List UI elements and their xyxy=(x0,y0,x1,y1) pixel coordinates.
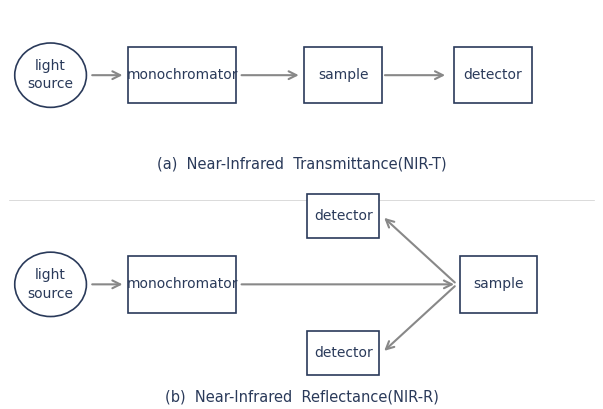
FancyBboxPatch shape xyxy=(308,330,379,375)
FancyBboxPatch shape xyxy=(128,256,236,312)
Text: sample: sample xyxy=(318,68,368,82)
Text: light
source: light source xyxy=(28,59,74,91)
FancyBboxPatch shape xyxy=(454,47,531,103)
Text: detector: detector xyxy=(463,68,522,82)
Text: (b)  Near-Infrared  Reflectance(NIR-R): (b) Near-Infrared Reflectance(NIR-R) xyxy=(165,389,438,405)
Text: detector: detector xyxy=(314,209,373,223)
Text: monochromator: monochromator xyxy=(126,68,238,82)
FancyBboxPatch shape xyxy=(308,194,379,238)
FancyBboxPatch shape xyxy=(460,256,537,312)
FancyBboxPatch shape xyxy=(128,47,236,103)
Text: (a)  Near-Infrared  Transmittance(NIR-T): (a) Near-Infrared Transmittance(NIR-T) xyxy=(157,156,446,171)
Ellipse shape xyxy=(14,252,86,317)
Text: detector: detector xyxy=(314,346,373,360)
Text: monochromator: monochromator xyxy=(126,277,238,291)
Ellipse shape xyxy=(14,43,86,107)
Text: sample: sample xyxy=(473,277,524,291)
FancyBboxPatch shape xyxy=(305,47,382,103)
Text: light
source: light source xyxy=(28,268,74,301)
